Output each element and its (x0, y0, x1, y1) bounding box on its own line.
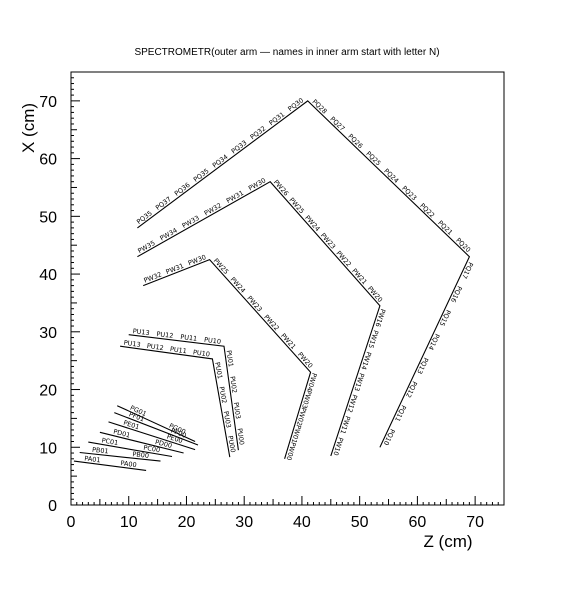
p-chamber-label: PB01 (92, 446, 109, 456)
q-chamber-label: PQ10 (382, 428, 397, 447)
x-axis-title: Z (cm) (423, 532, 472, 551)
u-chamber-label: PU13 (123, 339, 141, 349)
q-chamber-label: PQ34 (211, 153, 230, 170)
q-chamber-label: PQ12 (404, 380, 419, 399)
x-tick-label: 70 (466, 514, 484, 531)
u-chamber-label: PU10 (193, 348, 211, 358)
q-chamber-label: PQ35 (135, 209, 154, 226)
u-chamber-label: PU11 (169, 345, 187, 355)
w-chamber-inner (142, 258, 312, 459)
p-chamber-label: PD00 (154, 438, 173, 450)
y-tick-label: 50 (39, 209, 57, 226)
w-chamber-label: PW33 (181, 214, 201, 230)
u-chamber-outer (128, 334, 239, 451)
u-chamber-label: PU02 (228, 376, 238, 394)
q-chamber-label: PQ13 (415, 356, 430, 375)
u-chamber-label: PU01 (213, 362, 224, 380)
plot-frame (70, 71, 505, 506)
axis-tick-labels: 0 10 20 30 40 50 60 70 0 10 20 30 40 50 60 70 (39, 94, 484, 531)
u-chamber-label: PU00 (226, 435, 237, 453)
q-chamber-label: PQ30 (286, 96, 305, 113)
q-chamber-label: PQ35 (192, 167, 211, 184)
q-chamber-label: PQ17 (460, 261, 475, 280)
u-chamber-label: PU11 (180, 333, 198, 343)
x-tick-label: 50 (351, 514, 369, 531)
y-axis-title: X (cm) (19, 103, 38, 153)
p-chamber-line (114, 412, 199, 446)
axis-ticks (70, 71, 505, 506)
q-chamber-label: PQ36 (173, 181, 192, 198)
u-chamber-inner (120, 345, 231, 458)
w-chamber-label: PW30 (187, 253, 207, 267)
y-tick-label: 40 (39, 267, 57, 284)
u-chamber-label: PU02 (217, 386, 228, 404)
y-tick-label: 70 (39, 94, 57, 111)
q-chamber-label: PQ32 (249, 125, 268, 142)
p-chamber-label: PB00 (132, 450, 149, 460)
q-chamber-label: PQ33 (230, 139, 249, 156)
u-chamber-label: PU03 (232, 402, 242, 420)
plot-title: SPECTROMETR(outer arm — names in inner a… (134, 47, 439, 58)
x-tick-label: 60 (409, 514, 427, 531)
u-chamber-label: PU01 (225, 350, 235, 368)
y-tick-label: 0 (48, 498, 57, 515)
q-chamber-label: PQ31 (268, 110, 287, 127)
p-chamber-line (73, 460, 147, 471)
p-chamber-label: PC00 (143, 444, 161, 455)
u-chamber-label: PU03 (222, 411, 233, 429)
chamber-segments (73, 100, 471, 471)
x-tick-label: 40 (293, 514, 311, 531)
x-tick-label: 20 (178, 514, 196, 531)
y-tick-label: 30 (39, 325, 57, 342)
q-chamber-label: PQ11 (393, 404, 408, 423)
w-chamber-label: PW32 (203, 201, 223, 217)
y-tick-label: 60 (39, 152, 57, 169)
p-chamber-line (99, 431, 184, 454)
u-chamber-label: PU12 (146, 342, 164, 352)
q-chamber-outer (137, 100, 471, 448)
w-chamber-label: PW23 (245, 294, 263, 313)
u-chamber-label: PU00 (235, 428, 245, 446)
q-chamber-label: PQ37 (154, 195, 173, 212)
u-chamber-label: PU12 (156, 330, 174, 340)
p-chamber-line (116, 405, 196, 442)
q-chamber-label: PQ14 (427, 332, 442, 351)
p-chamber-label: PC01 (101, 436, 119, 447)
w-chamber-outer (137, 181, 381, 457)
p-chamber-line (88, 441, 173, 458)
x-tick-label: 0 (67, 514, 76, 531)
p-chamber-line (108, 421, 196, 451)
y-tick-label: 10 (39, 440, 57, 457)
p-chamber-label: PD01 (112, 428, 131, 440)
y-tick-label: 20 (39, 383, 57, 400)
w-chamber-label: PW31 (165, 262, 185, 276)
w-chamber-label: PW34 (159, 226, 179, 242)
u-chamber-label: PU13 (132, 327, 150, 337)
w-chamber-label: PW31 (225, 189, 245, 205)
q-chamber-label: PQ15 (438, 308, 453, 327)
w-chamber-label: PW30 (247, 176, 267, 192)
p-chamber-line (79, 451, 161, 462)
x-tick-label: 30 (235, 514, 253, 531)
p-chamber-label: PA00 (120, 459, 137, 469)
u-chamber-label: PU10 (204, 336, 222, 346)
q-chamber-label: PQ16 (449, 285, 464, 304)
p-chamber-label: PA01 (84, 454, 101, 464)
w-chamber-label: PW32 (143, 270, 163, 284)
w-chamber-label: PW35 (136, 239, 156, 255)
x-tick-label: 10 (120, 514, 138, 531)
